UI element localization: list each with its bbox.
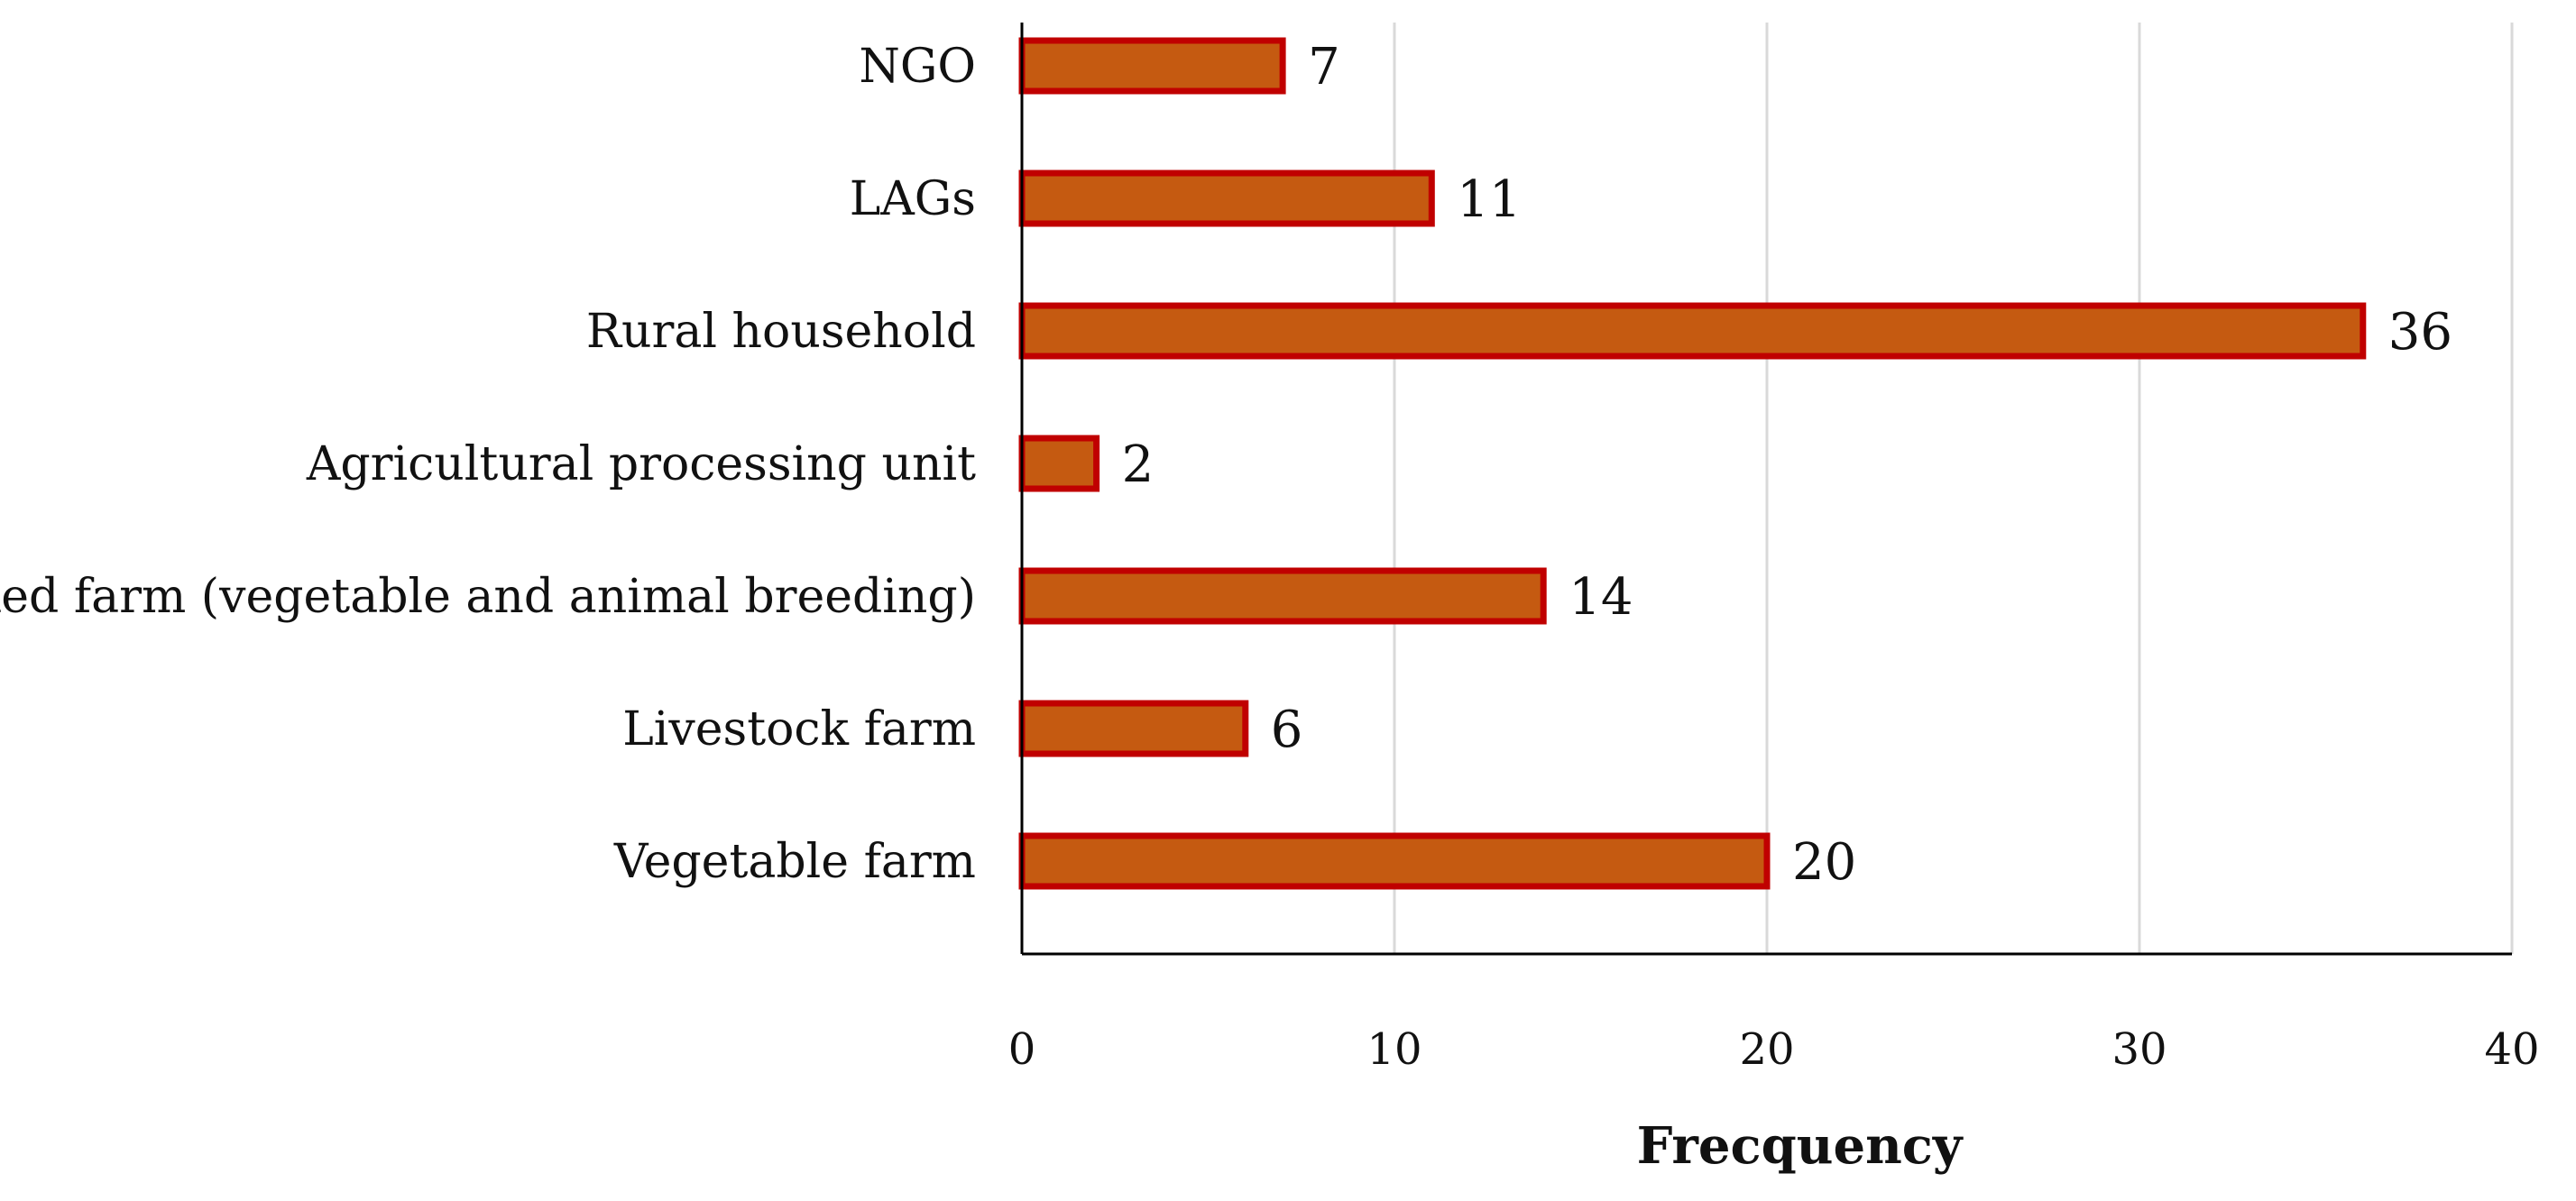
bar bbox=[1018, 170, 1435, 227]
category-label: Vegetable farm bbox=[613, 835, 976, 889]
x-tick-label: 0 bbox=[1008, 1024, 1036, 1075]
data-label: 11 bbox=[1457, 170, 1521, 229]
data-label: 7 bbox=[1308, 38, 1340, 96]
x-axis-title: Frecquency bbox=[1637, 1116, 1964, 1176]
bar bbox=[1018, 435, 1100, 492]
bar bbox=[1018, 302, 2367, 360]
category-label: Rural household bbox=[586, 305, 976, 359]
axes bbox=[1020, 23, 2512, 956]
x-tick-label: 40 bbox=[2484, 1024, 2539, 1075]
bar bbox=[1018, 37, 1286, 95]
category-label: Agricultural processing unit bbox=[306, 437, 976, 491]
x-tick-label: 30 bbox=[2111, 1024, 2167, 1075]
data-label: 36 bbox=[2388, 303, 2452, 362]
x-tick-label: 10 bbox=[1366, 1024, 1421, 1075]
x-tick-label: 20 bbox=[1739, 1024, 1794, 1075]
labels: 0 10 20 30 40 NGO 7 LAGs 11 Rural household 36 Agri… bbox=[0, 38, 2540, 1075]
category-label: NGO bbox=[859, 40, 976, 94]
data-label: 6 bbox=[1271, 701, 1303, 759]
gridlines bbox=[1393, 23, 2514, 954]
category-label: Mixed farm (vegetable and animal breedin… bbox=[0, 570, 976, 624]
bars bbox=[1018, 37, 2367, 890]
category-label: LAGs bbox=[850, 172, 976, 226]
bar bbox=[1018, 567, 1547, 625]
data-label: 2 bbox=[1122, 435, 1155, 494]
data-label: 14 bbox=[1569, 568, 1633, 627]
bar bbox=[1018, 832, 1771, 890]
data-label: 20 bbox=[1792, 833, 1856, 892]
bar bbox=[1018, 700, 1249, 757]
category-label: Livestock farm bbox=[622, 702, 976, 756]
